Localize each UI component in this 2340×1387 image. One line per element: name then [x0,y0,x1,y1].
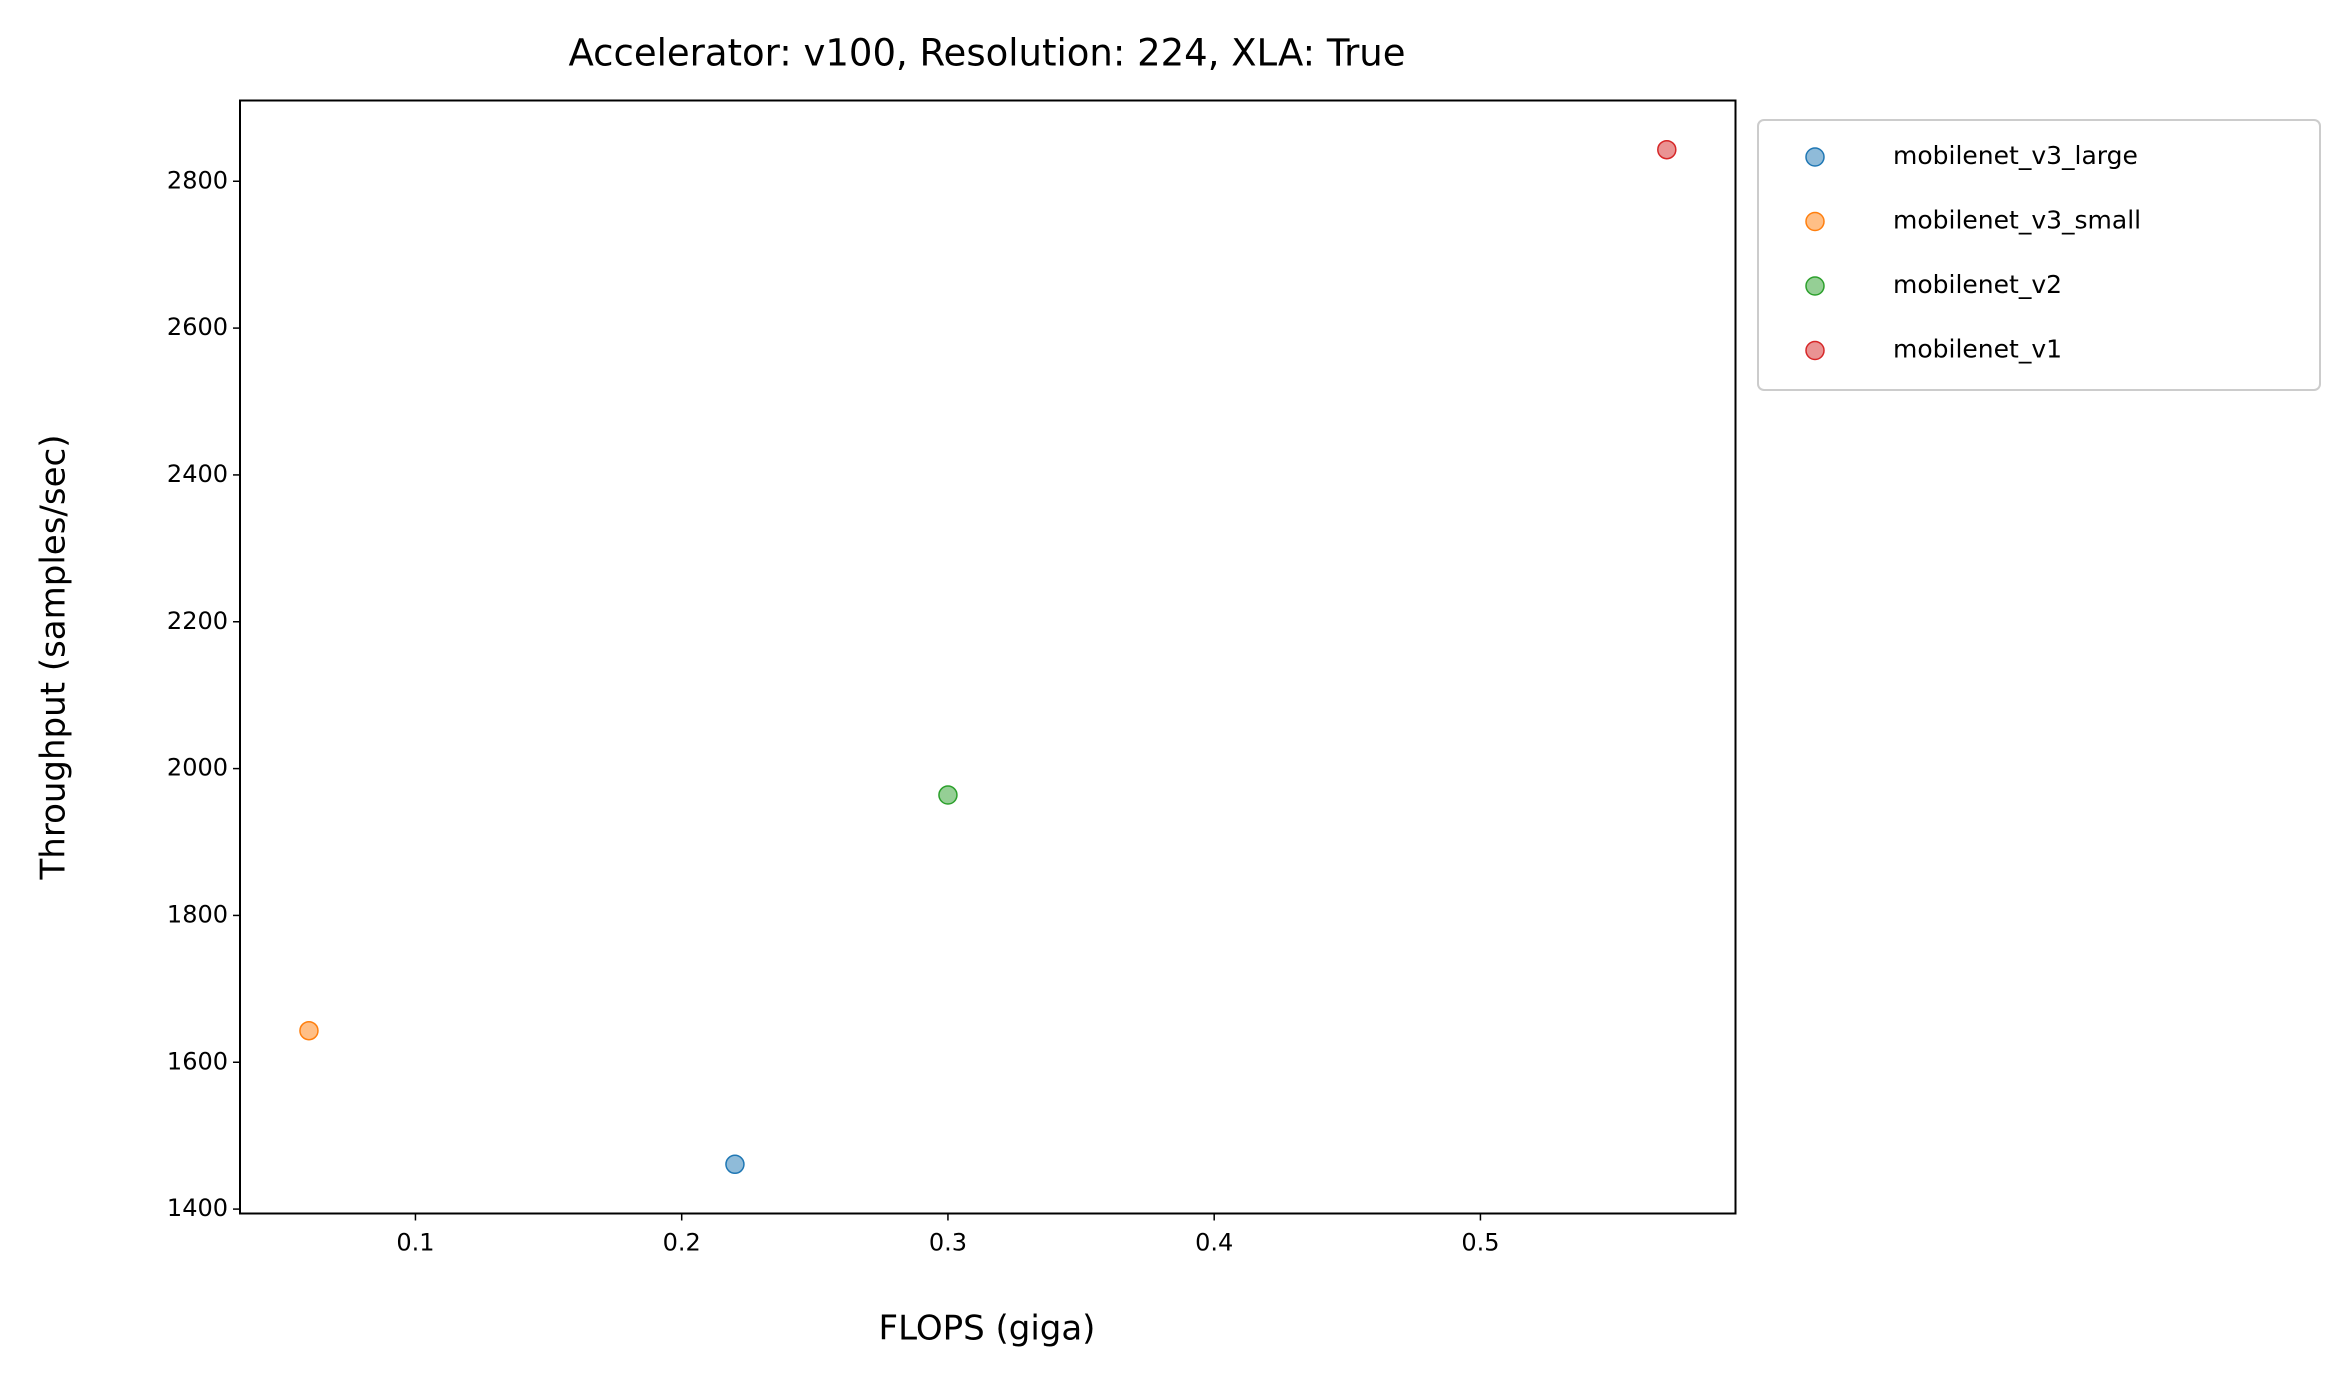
y-tick-label: 2800 [167,166,228,194]
y-tick-label: 1600 [167,1047,228,1075]
plot-frame [239,99,1737,1215]
x-tick-label: 0.5 [1461,1229,1499,1257]
y-tick-label: 1800 [167,900,228,928]
y-tick-label: 2000 [167,754,228,782]
legend-marker [1805,147,1825,167]
point [1657,139,1677,160]
legend-label: mobilenet_v3_large [1893,141,2138,170]
legend-marker [1805,211,1825,232]
x-tick-label: 0.3 [929,1229,967,1257]
x-tick-label: 0.1 [396,1229,434,1257]
point [299,1020,319,1041]
y-tick-label: 2400 [167,460,228,488]
x-tick-label: 0.2 [663,1229,701,1257]
legend-box [1757,119,2321,391]
legend-marker [1805,340,1825,361]
legend-label: mobilenet_v3_small [1893,206,2141,235]
legend-label: mobilenet_v1 [1893,335,2062,364]
chart-title: Accelerator: v100, Resolution: 224, XLA:… [569,32,1406,75]
y-tick-label: 1400 [167,1194,228,1222]
y-axis-label: Throughput (samples/sec) [34,435,74,881]
legend-label: mobilenet_v2 [1893,270,2062,299]
point [938,785,958,805]
point [725,1154,745,1175]
x-axis-label: FLOPS (giga) [879,1309,1096,1349]
legend-marker [1805,276,1825,296]
y-tick-label: 2200 [167,607,228,635]
y-tick-label: 2600 [167,313,228,341]
x-tick-label: 0.4 [1195,1229,1233,1257]
